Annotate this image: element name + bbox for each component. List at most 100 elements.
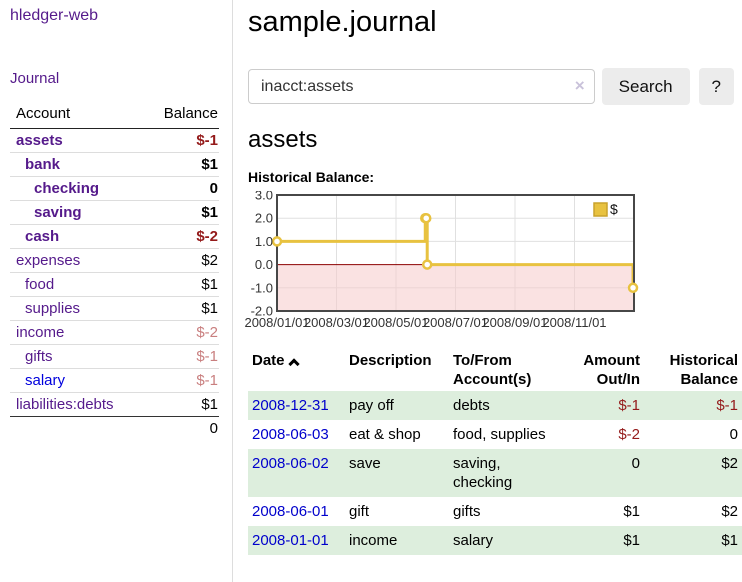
transaction-date-link[interactable]: 2008-01-01 xyxy=(252,532,329,549)
page-title: sample.journal xyxy=(248,6,437,38)
clear-search-icon[interactable]: × xyxy=(574,76,585,95)
transaction-accounts: food, supplies xyxy=(453,426,546,443)
search-button[interactable]: Search xyxy=(601,68,690,105)
accounts-total-value: 0 xyxy=(138,416,219,440)
account-row: liabilities:debts $1 xyxy=(10,392,219,417)
register-col-header[interactable]: Amount Out/In xyxy=(567,349,644,391)
account-link-salary[interactable]: salary xyxy=(25,372,66,389)
y-axis-tick-label: 3.0 xyxy=(255,191,273,203)
account-link-cash[interactable]: cash xyxy=(25,228,60,245)
sort-ascending-chevron-up-icon xyxy=(287,358,300,370)
transaction-amount: 0 xyxy=(631,455,640,472)
sidebar-item-journal[interactable]: Journal xyxy=(10,70,60,87)
transaction-description: save xyxy=(349,455,381,472)
register-col-header[interactable]: Historical Balance xyxy=(644,349,742,391)
register-col-header-label: Amount Out/In xyxy=(583,352,640,388)
transaction-accounts: debts xyxy=(453,397,490,414)
account-row: expenses $2 xyxy=(10,248,219,273)
account-row: supplies $1 xyxy=(10,296,219,321)
register-col-header[interactable]: To/From Account(s) xyxy=(449,349,567,391)
account-link-income[interactable]: income xyxy=(16,324,65,341)
transaction-date-link[interactable]: 2008-06-02 xyxy=(252,455,329,472)
transaction-balance: $2 xyxy=(721,503,738,520)
transaction-balance: $2 xyxy=(721,455,738,472)
register-row: 2008-06-02 save saving, checking 0 $2 xyxy=(248,449,742,497)
register-col-header[interactable]: Description xyxy=(345,349,449,391)
sidebar: hledger-web Journal Account Balance asse… xyxy=(0,0,233,582)
account-row: cash $-2 xyxy=(10,224,219,249)
register-account-heading: assets xyxy=(248,126,318,153)
chart-data-point[interactable] xyxy=(627,282,639,294)
register-col-header-label: Date xyxy=(252,352,285,369)
x-axis-tick-label: 2008/11/01 xyxy=(542,315,606,330)
account-balance: $-1 xyxy=(196,132,218,149)
transaction-date-link[interactable]: 2008-12-31 xyxy=(252,397,329,414)
account-link-supplies[interactable]: supplies xyxy=(25,300,81,317)
register-table: Date Description To/From Account(s) Amount … xyxy=(248,349,742,555)
account-row: gifts $-1 xyxy=(10,344,219,369)
account-link-food[interactable]: food xyxy=(25,276,55,293)
account-link-assets[interactable]: assets xyxy=(16,132,63,149)
transaction-amount: $1 xyxy=(623,503,640,520)
legend-label: $ xyxy=(610,201,618,217)
x-axis-tick-label: 2008/03/01 xyxy=(304,315,369,330)
account-link-gifts[interactable]: gifts xyxy=(25,348,53,365)
chart-data-point[interactable] xyxy=(421,259,433,270)
account-balance: $1 xyxy=(138,152,219,177)
account-link-saving[interactable]: saving xyxy=(34,204,82,221)
accounts-header-account: Account xyxy=(10,102,138,129)
chart-svg: $3.0 2.0 1.0 0.0 -1.0 -2.02008/01/012008/03/0… xyxy=(245,191,639,330)
transaction-amount: $-2 xyxy=(618,426,640,443)
transaction-balance: $-1 xyxy=(716,397,738,414)
transaction-accounts: salary xyxy=(453,532,494,549)
chart-data-point[interactable] xyxy=(271,236,283,247)
app-title-link[interactable]: hledger-web xyxy=(10,7,99,24)
account-link-expenses[interactable]: expenses xyxy=(16,252,81,269)
chart-data-point[interactable] xyxy=(420,212,432,224)
y-axis-tick-label: 1.0 xyxy=(255,234,273,249)
account-row: food $1 xyxy=(10,272,219,297)
transaction-date-link[interactable]: 2008-06-01 xyxy=(252,503,329,520)
transaction-description: pay off xyxy=(349,397,394,414)
account-balance: $1 xyxy=(138,200,219,225)
account-row: saving $1 xyxy=(10,200,219,225)
account-link-checking[interactable]: checking xyxy=(34,180,100,197)
main-content: sample.journal × Search ? assets Histori… xyxy=(233,0,742,555)
help-button[interactable]: ? xyxy=(698,68,734,105)
register-col-header-label: Historical Balance xyxy=(669,352,738,388)
account-balance: $1 xyxy=(138,272,219,297)
register-row: 2008-01-01 income salary $1 $1 xyxy=(248,526,742,555)
transaction-amount: $-1 xyxy=(618,397,640,414)
register-col-header-label: To/From Account(s) xyxy=(453,352,532,388)
transaction-description: eat & shop xyxy=(349,426,421,443)
x-axis-tick-label: 2008/09/01 xyxy=(482,315,547,330)
account-row: income $-2 xyxy=(10,320,219,345)
y-axis-tick-label: -2.0 xyxy=(251,304,273,319)
account-balance: $-2 xyxy=(138,224,219,249)
account-link-liabilities-debts[interactable]: liabilities:debts xyxy=(16,396,114,413)
account-row: assets $-1 xyxy=(10,129,219,153)
account-link-bank[interactable]: bank xyxy=(25,156,61,173)
transaction-accounts: saving, checking xyxy=(453,455,513,491)
x-axis-tick-label: 2008/01/01 xyxy=(245,315,310,330)
transaction-amount: $1 xyxy=(623,532,640,549)
transaction-description: income xyxy=(349,532,398,549)
account-balance: $1 xyxy=(138,392,219,417)
historical-balance-chart[interactable]: $3.0 2.0 1.0 0.0 -1.0 -2.0 2008/01/01 2008/03/0… xyxy=(245,191,734,333)
y-axis-tick-label: 2.0 xyxy=(255,211,273,226)
x-axis-tick-label: 2008/07/01 xyxy=(423,315,488,330)
x-axis-tick-label: 2008/05/01 xyxy=(363,315,428,330)
chart-title: Historical Balance: xyxy=(248,169,375,185)
transaction-balance: $1 xyxy=(721,532,738,549)
register-col-header-label: Description xyxy=(349,352,432,369)
search-input[interactable] xyxy=(248,69,595,104)
accounts-header-balance: Balance xyxy=(138,102,219,129)
register-col-header[interactable]: Date xyxy=(248,349,345,391)
accounts-total-row: 0 xyxy=(10,416,219,440)
account-balance: 0 xyxy=(138,176,219,201)
register-row: 2008-06-01 gift gifts $1 $2 xyxy=(248,497,742,526)
transaction-date-link[interactable]: 2008-06-03 xyxy=(252,426,329,443)
register-row: 2008-06-03 eat & shop food, supplies $-2 0 xyxy=(248,420,742,449)
transaction-balance: 0 xyxy=(729,426,738,443)
